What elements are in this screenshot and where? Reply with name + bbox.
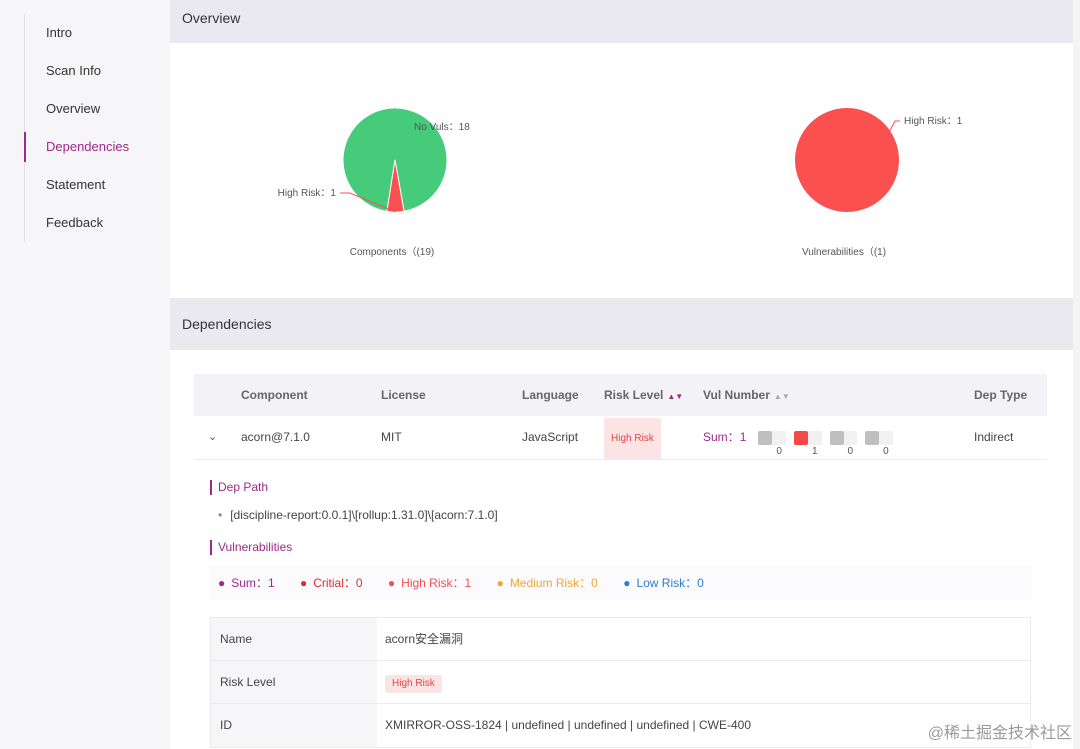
pie-label-line	[340, 192, 396, 213]
detail-name-value: acorn安全漏洞	[385, 632, 464, 646]
column-license: License	[381, 388, 426, 402]
detail-row-id: ID XMIRROR-OSS-1824 | undefined | undefi…	[211, 704, 1030, 747]
cell-vul-number: Sum：1C 0 H 1 M 0 L 0	[703, 416, 901, 458]
chevron-down-icon[interactable]: ⌄	[208, 431, 218, 443]
dep-path-title: Dep Path	[210, 480, 268, 495]
medium-count: 0	[843, 430, 858, 457]
risk-badge: High Risk	[385, 675, 442, 693]
scrollbar[interactable]	[1073, 0, 1080, 749]
sum-dot-icon: ●	[218, 576, 226, 590]
detail-risk-label: Risk Level	[211, 661, 377, 703]
table-header: Component License Language Risk Level ▲▼ …	[194, 374, 1047, 416]
high-count: 1	[807, 430, 822, 457]
stat-high: ● High Risk：1	[388, 576, 471, 590]
vulnerabilities-pie-chart: High Risk：1	[795, 108, 963, 213]
vul-sum-label: Sum：	[703, 430, 740, 444]
dependencies-header: Dependencies	[170, 298, 1073, 350]
low-dot-icon: ●	[623, 576, 631, 590]
detail-row-name: Name acorn安全漏洞	[211, 618, 1030, 661]
vulnerabilities-title: Vulnerabilities	[210, 540, 292, 555]
detail-id-label: ID	[211, 704, 377, 747]
pie-label: High Risk：1	[904, 116, 963, 127]
pie-slice[interactable]	[795, 108, 899, 212]
vulnerabilities-caption: Vulnerabilities（(1)	[801, 247, 887, 258]
detail-row-risk: Risk Level High Risk	[211, 661, 1030, 704]
column-risk-level-label: Risk Level	[604, 388, 664, 402]
sidebar-item-statement[interactable]: Statement	[46, 177, 106, 192]
stat-low-label: Low Risk：	[636, 576, 698, 590]
vulnerability-detail-table: Name acorn安全漏洞 Risk Level High Risk ID X…	[210, 617, 1031, 748]
table-row[interactable]: ⌄ acorn@7.1.0 MIT JavaScript High Risk S…	[194, 416, 1047, 460]
stat-medium-label: Medium Risk：	[509, 576, 592, 590]
critical-count: 0	[772, 430, 786, 457]
pie-label: High Risk：1	[278, 188, 337, 199]
critical-badge: C	[758, 430, 773, 457]
column-dep-type: Dep Type	[974, 388, 1028, 402]
column-vul-number[interactable]: Vul Number ▲▼	[703, 374, 790, 418]
stat-high-value: 1	[464, 576, 472, 590]
stat-low: ● Low Risk：0	[623, 576, 704, 590]
cell-risk-level: High Risk	[604, 416, 661, 460]
pie-label-line	[846, 120, 900, 213]
sort-icon[interactable]: ▲▼	[773, 392, 790, 401]
stat-high-label: High Risk：	[401, 576, 465, 590]
stat-low-value: 0	[697, 576, 704, 590]
stat-sum: ● Sum：1	[218, 576, 275, 590]
column-vul-number-label: Vul Number	[703, 388, 770, 402]
cell-license: MIT	[381, 430, 402, 444]
overview-header: Overview	[170, 0, 1073, 43]
low-count: 0	[879, 430, 893, 457]
cell-language: JavaScript	[522, 430, 579, 444]
sidebar-item-scan-info[interactable]: Scan Info	[46, 63, 101, 78]
stat-critical-label: Critial：	[313, 576, 356, 590]
sidebar-item-overview[interactable]: Overview	[46, 101, 101, 116]
critical-dot-icon: ●	[299, 576, 308, 590]
sidebar-nav: Intro Scan Info Overview Dependencies St…	[24, 14, 170, 242]
stat-critical-value: 0	[355, 576, 363, 590]
sidebar-item-dependencies[interactable]: Dependencies	[24, 128, 170, 166]
dependencies-title: Dependencies	[182, 316, 272, 332]
high-badge: H	[793, 430, 808, 457]
overview-panel: No Vuls：18 High Risk：1 Components（(19) Hi…	[170, 43, 1073, 298]
sidebar: Intro Scan Info Overview Dependencies St…	[0, 0, 170, 749]
sidebar-item-intro[interactable]: Intro	[46, 25, 73, 40]
low-badge: L	[865, 430, 880, 457]
dep-path: [discipline-report:0.0.1]\[rollup:1.31.0…	[218, 508, 498, 522]
detail-risk-value: High Risk	[385, 661, 442, 703]
detail-name-label: Name	[211, 618, 377, 660]
column-component: Component	[241, 388, 308, 402]
vul-sum-value: 1	[739, 430, 747, 444]
vulnerability-stats: ● Sum：1 ● Critial：0 ● High Risk：1 ● Medium R…	[210, 566, 1033, 600]
main-content: Overview No Vuls：18 High Risk：1 Component…	[170, 0, 1073, 749]
stat-medium-value: 0	[591, 576, 598, 590]
stat-sum-label: Sum：	[231, 576, 268, 590]
watermark: @稀土掘金技术社区	[927, 725, 1072, 742]
medium-dot-icon: ●	[496, 576, 504, 590]
cell-component: acorn@7.1.0	[241, 430, 310, 444]
stat-sum-value: 1	[267, 576, 275, 590]
components-pie-chart: No Vuls：18 High Risk：1	[278, 107, 470, 213]
stat-critical: ● Critial：0	[300, 576, 363, 590]
pie-label: No Vuls：18	[414, 122, 470, 133]
high-dot-icon: ●	[387, 576, 396, 590]
column-risk-level[interactable]: Risk Level ▲▼	[604, 374, 683, 418]
sidebar-item-feedback[interactable]: Feedback	[46, 215, 104, 230]
overview-title: Overview	[182, 10, 241, 26]
risk-badge: High Risk	[604, 418, 661, 460]
stat-medium: ● Medium Risk：0	[497, 576, 598, 590]
dependencies-panel: Component License Language Risk Level ▲▼ …	[170, 350, 1073, 749]
cell-dep-type: Indirect	[974, 430, 1014, 444]
sort-desc-icon[interactable]: ▲▼	[667, 392, 684, 401]
column-language: Language	[522, 388, 579, 402]
pie-label-line	[394, 107, 410, 128]
medium-badge: M	[829, 430, 844, 457]
components-caption: Components（(19)	[349, 247, 435, 258]
pie-slice[interactable]	[386, 159, 405, 213]
detail-id-value: XMIRROR-OSS-1824 | undefined | undefined…	[385, 718, 751, 732]
